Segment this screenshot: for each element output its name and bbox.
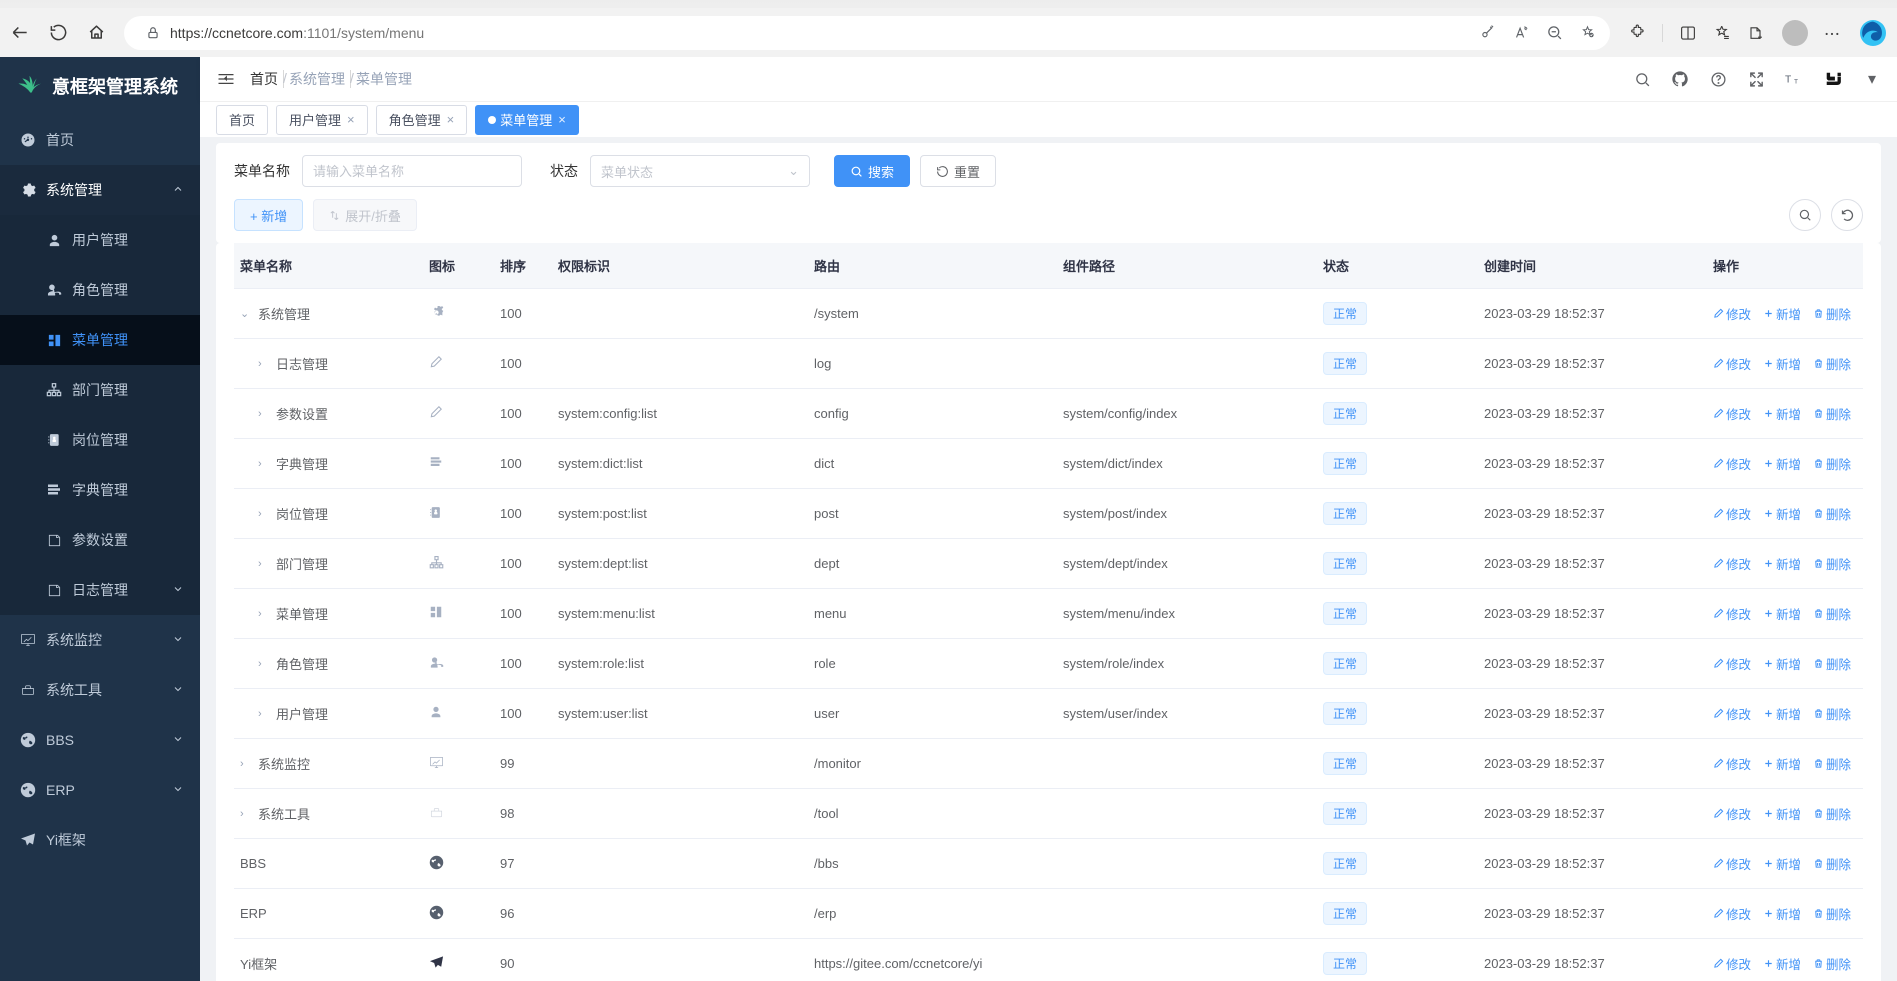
svg-text:T: T [1785,74,1791,85]
svg-text:T: T [1794,78,1798,85]
